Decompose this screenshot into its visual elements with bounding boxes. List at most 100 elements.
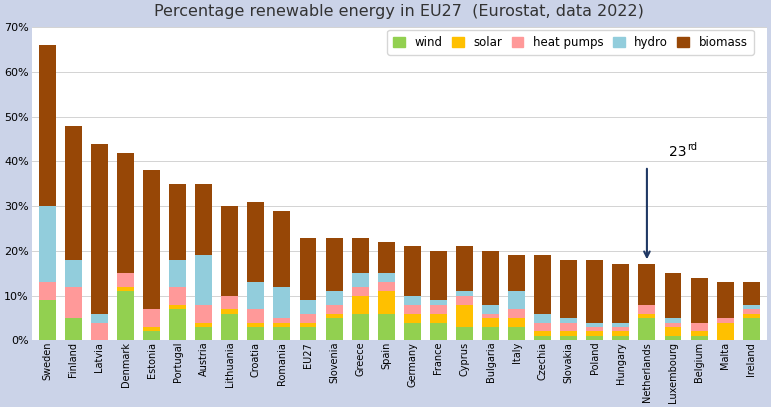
Bar <box>325 318 342 340</box>
Bar <box>717 282 733 318</box>
Title: Percentage renewable energy in EU27  (Eurostat, data 2022): Percentage renewable energy in EU27 (Eur… <box>154 4 645 19</box>
Bar <box>742 282 759 305</box>
Bar <box>143 331 160 340</box>
Bar <box>742 314 759 318</box>
Bar <box>456 327 473 340</box>
Bar <box>430 300 447 305</box>
Bar <box>612 265 629 323</box>
Bar <box>274 327 291 340</box>
Bar <box>221 309 238 314</box>
Bar <box>561 318 577 323</box>
Bar <box>534 256 551 314</box>
Bar <box>247 327 264 340</box>
Bar <box>325 238 342 291</box>
Bar <box>247 309 264 323</box>
Bar <box>612 327 629 331</box>
Bar <box>586 260 603 323</box>
Bar <box>717 323 733 340</box>
Bar <box>742 309 759 314</box>
Bar <box>508 327 525 340</box>
Bar <box>378 314 395 340</box>
Bar <box>300 300 317 314</box>
Bar <box>352 296 369 314</box>
Bar <box>325 305 342 314</box>
Bar <box>39 45 56 206</box>
Bar <box>691 278 708 323</box>
Bar <box>742 318 759 340</box>
Bar <box>221 206 238 296</box>
Bar <box>404 314 421 323</box>
Bar <box>404 305 421 314</box>
Bar <box>117 153 134 274</box>
Bar <box>665 318 682 323</box>
Bar <box>404 323 421 340</box>
Bar <box>665 327 682 336</box>
Bar <box>508 291 525 309</box>
Bar <box>221 296 238 309</box>
Bar <box>482 314 499 318</box>
Bar <box>430 323 447 340</box>
Bar <box>247 323 264 327</box>
Bar <box>117 291 134 340</box>
Bar <box>65 126 82 260</box>
Bar <box>91 323 108 340</box>
Bar <box>717 318 733 323</box>
Bar <box>638 265 655 305</box>
Bar <box>274 211 291 287</box>
Bar <box>169 184 186 260</box>
Bar <box>612 323 629 327</box>
Bar <box>169 287 186 305</box>
Bar <box>561 260 577 318</box>
Bar <box>352 274 369 287</box>
Bar <box>482 318 499 327</box>
Bar <box>221 314 238 340</box>
Bar <box>534 323 551 331</box>
Bar <box>586 331 603 336</box>
Bar <box>586 323 603 327</box>
Bar <box>300 327 317 340</box>
Bar <box>91 314 108 323</box>
Bar <box>456 296 473 305</box>
Bar <box>638 305 655 314</box>
Bar <box>91 144 108 314</box>
Bar <box>325 314 342 318</box>
Bar <box>665 336 682 340</box>
Legend: wind, solar, heat pumps, hydro, biomass: wind, solar, heat pumps, hydro, biomass <box>387 30 753 55</box>
Bar <box>247 282 264 309</box>
Bar <box>143 327 160 331</box>
Bar <box>665 274 682 318</box>
Bar <box>430 314 447 323</box>
Bar <box>508 309 525 318</box>
Bar <box>325 291 342 305</box>
Bar <box>352 287 369 296</box>
Bar <box>169 305 186 309</box>
Bar <box>742 305 759 309</box>
Bar <box>456 247 473 291</box>
Bar <box>143 309 160 327</box>
Bar <box>195 323 212 327</box>
Bar <box>169 260 186 287</box>
Bar <box>482 327 499 340</box>
Bar <box>561 331 577 336</box>
Bar <box>482 305 499 314</box>
Bar <box>404 247 421 296</box>
Bar <box>195 305 212 323</box>
Bar <box>143 171 160 309</box>
Bar <box>534 314 551 323</box>
Bar <box>274 323 291 327</box>
Bar <box>378 282 395 291</box>
Bar <box>65 287 82 318</box>
Bar <box>195 327 212 340</box>
Bar <box>638 314 655 318</box>
Bar <box>404 296 421 305</box>
Bar <box>195 184 212 256</box>
Bar <box>691 336 708 340</box>
Bar <box>638 318 655 340</box>
Bar <box>430 305 447 314</box>
Bar <box>39 282 56 300</box>
Bar <box>274 287 291 318</box>
Bar <box>561 336 577 340</box>
Bar <box>247 202 264 282</box>
Bar <box>456 291 473 296</box>
Bar <box>508 318 525 327</box>
